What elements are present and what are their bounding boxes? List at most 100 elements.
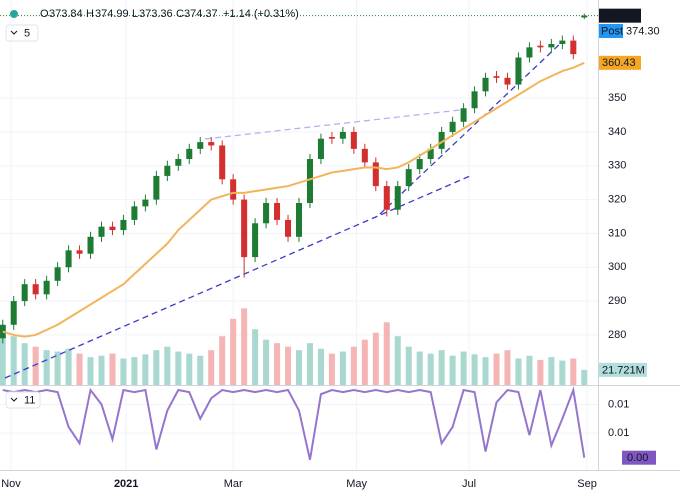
volume-bar bbox=[493, 353, 500, 385]
volume-bar bbox=[274, 343, 281, 385]
candle-body bbox=[559, 40, 566, 44]
post-key: Post bbox=[601, 25, 623, 37]
volume-bar bbox=[438, 350, 445, 385]
volume-bar bbox=[460, 351, 467, 385]
legend-toggle[interactable] bbox=[5, 24, 39, 42]
open-key: O bbox=[40, 8, 49, 20]
volume-bar bbox=[32, 346, 39, 385]
x-tick-label: May bbox=[346, 478, 367, 490]
volume-bar bbox=[339, 351, 346, 385]
ma-label: 360.43 bbox=[602, 57, 636, 69]
volume-label: 21.721M bbox=[602, 364, 645, 376]
volume-bar bbox=[515, 358, 522, 385]
volume-bar bbox=[65, 348, 72, 385]
volume-bar bbox=[263, 339, 270, 385]
volume-bar bbox=[383, 322, 390, 385]
legend-toggle[interactable] bbox=[5, 391, 41, 409]
candle-body bbox=[295, 202, 303, 237]
volume-bar bbox=[372, 332, 379, 385]
indicator-label-box bbox=[622, 450, 656, 465]
volume-bar bbox=[131, 357, 138, 385]
ohlc-header: O 373.84 H 374.99 L 373.36 C 374.37 +1.1… bbox=[10, 8, 299, 20]
candle-body bbox=[219, 145, 226, 180]
candle-body bbox=[252, 223, 259, 258]
candle-body bbox=[515, 57, 522, 85]
indicator-tick-label: 0.01 bbox=[608, 427, 629, 439]
candle-body bbox=[350, 131, 357, 149]
volume-bar bbox=[186, 353, 193, 385]
volume-bar bbox=[142, 354, 149, 385]
volume-bar bbox=[21, 343, 28, 385]
candle-body bbox=[32, 284, 39, 295]
volume-bar bbox=[285, 346, 292, 385]
candle-body bbox=[153, 175, 160, 200]
trendline bbox=[4, 175, 471, 379]
legend-count: 11 bbox=[24, 394, 35, 406]
candle-body bbox=[21, 284, 28, 302]
trendline bbox=[204, 109, 461, 140]
x-tick-label: Sep bbox=[577, 478, 597, 490]
candle-body bbox=[570, 40, 577, 55]
ma-label-box bbox=[599, 55, 641, 70]
candle-body bbox=[76, 250, 83, 254]
high-value: 374.99 bbox=[95, 8, 129, 20]
candle-body bbox=[471, 91, 478, 109]
legend-count: 5 bbox=[24, 27, 30, 39]
volume-bar bbox=[482, 357, 489, 385]
volume-bar bbox=[54, 351, 61, 385]
post-price: 374.30 bbox=[626, 25, 660, 37]
low-key: L bbox=[132, 8, 138, 20]
y-tick-label: 280 bbox=[608, 329, 626, 341]
volume-bar bbox=[570, 358, 577, 385]
y-tick-label: 340 bbox=[608, 126, 626, 138]
candle-body bbox=[449, 121, 456, 132]
indicator-label: 0.00 bbox=[627, 452, 648, 464]
volume-bar bbox=[175, 351, 182, 385]
volume-bar bbox=[350, 346, 357, 385]
chevron bbox=[10, 30, 18, 35]
indicator-tick-label: 0.01 bbox=[608, 398, 629, 410]
volume-bar bbox=[416, 351, 423, 385]
volume-bar bbox=[537, 359, 544, 385]
volume-bar bbox=[98, 355, 105, 385]
candle-body bbox=[493, 76, 500, 78]
candle-body bbox=[274, 202, 281, 220]
volume-bar bbox=[219, 336, 226, 385]
volume-label-box bbox=[599, 362, 647, 377]
volume-bar bbox=[394, 336, 401, 385]
volume-bar bbox=[120, 358, 127, 385]
chevron bbox=[10, 397, 18, 402]
volume-bar bbox=[10, 336, 17, 385]
main-legend[interactable]: 5 bbox=[5, 24, 39, 42]
candle-body bbox=[285, 219, 292, 237]
status-dot bbox=[10, 10, 18, 18]
candle-body bbox=[131, 206, 138, 220]
volume-bar bbox=[449, 355, 456, 385]
candle-body bbox=[230, 179, 237, 200]
x-tick-label: Nov bbox=[1, 478, 21, 490]
axis-labels: 280 290 300 310 320 330 340 350 Nov 2021 Mar May Jul… bbox=[1, 8, 660, 490]
high-key: H bbox=[86, 8, 94, 20]
volume-bar bbox=[0, 325, 6, 385]
volume-bar bbox=[317, 348, 324, 385]
y-tick-label: 330 bbox=[608, 160, 626, 172]
candle-body bbox=[142, 199, 149, 207]
volume-bar bbox=[504, 350, 511, 385]
candle-body bbox=[548, 43, 555, 48]
volume-bar bbox=[164, 346, 171, 385]
volume-bar bbox=[153, 350, 160, 385]
indicator-line bbox=[2, 386, 586, 460]
volume-layer bbox=[0, 308, 588, 385]
y-tick-label: 290 bbox=[608, 295, 626, 307]
x-tick-label: Mar bbox=[224, 478, 243, 490]
candle-body bbox=[208, 142, 215, 146]
candle-body bbox=[526, 47, 533, 58]
candle-body bbox=[164, 165, 171, 176]
volume-bar bbox=[109, 353, 116, 385]
last-price-label: 374.37 bbox=[602, 10, 636, 22]
y-tick-label: 300 bbox=[608, 261, 626, 273]
candle-body bbox=[10, 301, 17, 325]
volume-bar bbox=[559, 360, 566, 385]
candle-body bbox=[317, 138, 324, 160]
indicator-legend[interactable]: 11 bbox=[5, 391, 41, 409]
